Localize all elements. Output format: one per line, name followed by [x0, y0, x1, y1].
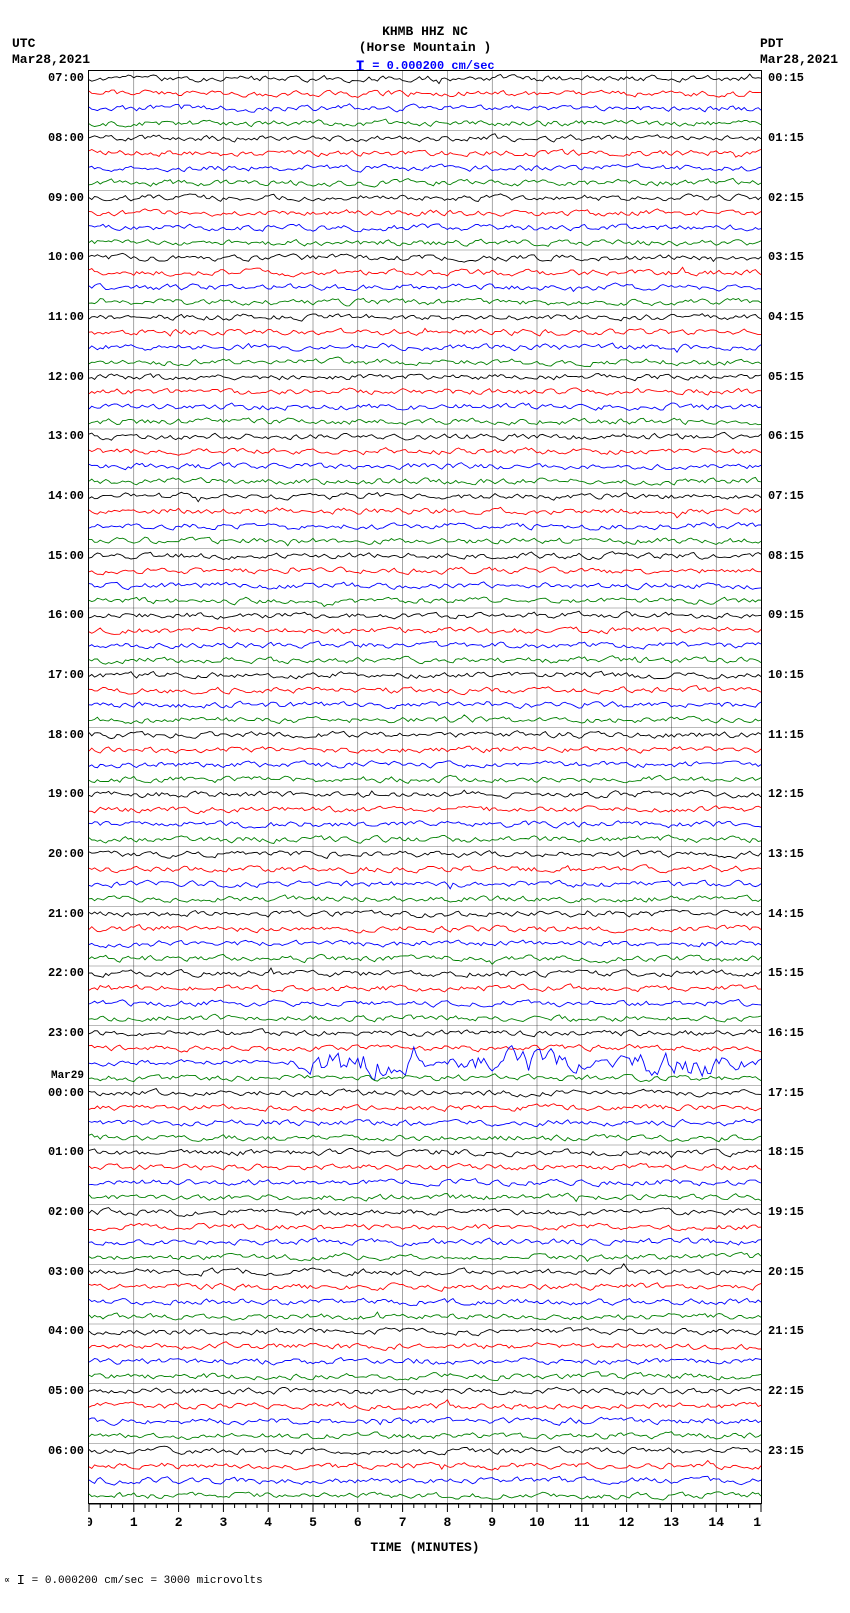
left-hour-label: 12:00: [48, 371, 84, 383]
left-hour-label: 01:00: [48, 1146, 84, 1158]
svg-text:9: 9: [488, 1515, 496, 1530]
right-hour-label: 14:15: [768, 908, 804, 920]
svg-text:0: 0: [88, 1515, 93, 1530]
left-hour-label: 04:00: [48, 1325, 84, 1337]
seismogram-plot: 0123456789101112131415: [88, 70, 762, 1542]
right-hour-label: 07:15: [768, 490, 804, 502]
right-hour-label: 20:15: [768, 1266, 804, 1278]
right-hour-label: 17:15: [768, 1087, 804, 1099]
svg-text:11: 11: [574, 1515, 590, 1530]
svg-text:3: 3: [219, 1515, 227, 1530]
svg-text:4: 4: [264, 1515, 272, 1530]
tz-left: UTC Mar28,2021: [12, 36, 90, 69]
plot-area: 07:00 08:00 09:00 10:00 11:00 12:00 13:00 14:00…: [0, 70, 850, 1542]
right-hour-label: 05:15: [768, 371, 804, 383]
right-hour-label: 10:15: [768, 669, 804, 681]
left-hour-label: 03:00: [48, 1266, 84, 1278]
right-hour-label: 22:15: [768, 1385, 804, 1397]
right-time-labels: 00:15 01:15 02:15 03:15 04:15 05:15 06:15 07:15…: [764, 70, 810, 1502]
tz-right-label: PDT: [760, 36, 838, 52]
right-hour-label: 03:15: [768, 251, 804, 263]
left-hour-label: 10:00: [48, 251, 84, 263]
right-hour-label: 12:15: [768, 788, 804, 800]
footer: ∝ I = 0.000200 cm/sec = 3000 microvolts: [0, 1555, 850, 1597]
svg-text:10: 10: [529, 1515, 545, 1530]
xaxis-label: TIME (MINUTES): [0, 1540, 850, 1555]
svg-text:13: 13: [664, 1515, 680, 1530]
right-hour-label: 09:15: [768, 609, 804, 621]
svg-text:5: 5: [309, 1515, 317, 1530]
right-hour-label: 08:15: [768, 550, 804, 562]
station-code: KHMB HHZ NC: [0, 24, 850, 40]
right-hour-label: 15:15: [768, 967, 804, 979]
tz-right: PDT Mar28,2021: [760, 36, 838, 69]
left-time-labels: 07:00 08:00 09:00 10:00 11:00 12:00 13:00 14:00…: [42, 70, 86, 1502]
right-hour-label: 19:15: [768, 1206, 804, 1218]
svg-text:2: 2: [175, 1515, 183, 1530]
svg-text:6: 6: [354, 1515, 362, 1530]
right-hour-label: 01:15: [768, 132, 804, 144]
left-hour-label: 02:00: [48, 1206, 84, 1218]
svg-text:14: 14: [708, 1515, 724, 1530]
left-hour-label: 13:00: [48, 430, 84, 442]
left-hour-label: 23:00: [48, 1027, 84, 1039]
left-hour-label: 14:00: [48, 490, 84, 502]
station-header: KHMB HHZ NC (Horse Mountain ): [0, 24, 850, 57]
right-hour-label: 18:15: [768, 1146, 804, 1158]
left-hour-label: 07:00: [48, 72, 84, 84]
tz-left-label: UTC: [12, 36, 90, 52]
left-hour-label: 15:00: [48, 550, 84, 562]
left-hour-label: 17:00: [48, 669, 84, 681]
left-hour-label: 16:00: [48, 609, 84, 621]
right-hour-label: 16:15: [768, 1027, 804, 1039]
left-hour-label: 22:00: [48, 967, 84, 979]
left-hour-label: 05:00: [48, 1385, 84, 1397]
right-hour-label: 04:15: [768, 311, 804, 323]
svg-text:7: 7: [399, 1515, 407, 1530]
left-hour-label: 08:00: [48, 132, 84, 144]
left-hour-label: 20:00: [48, 848, 84, 860]
left-hour-label: 19:00: [48, 788, 84, 800]
right-hour-label: 02:15: [768, 192, 804, 204]
left-hour-label: 18:00: [48, 729, 84, 741]
right-hour-label: 21:15: [768, 1325, 804, 1337]
svg-text:12: 12: [619, 1515, 635, 1530]
right-hour-label: 00:15: [768, 72, 804, 84]
right-hour-label: 06:15: [768, 430, 804, 442]
svg-text:1: 1: [130, 1515, 138, 1530]
left-hour-label: 11:00: [48, 311, 84, 323]
left-hour-label: 06:00: [48, 1445, 84, 1457]
tz-right-date: Mar28,2021: [760, 52, 838, 68]
station-name: (Horse Mountain ): [0, 40, 850, 56]
right-hour-label: 11:15: [768, 729, 804, 741]
tz-left-date: Mar28,2021: [12, 52, 90, 68]
left-hour-label: 21:00: [48, 908, 84, 920]
left-hour-label: 09:00: [48, 192, 84, 204]
right-hour-label: 13:15: [768, 848, 804, 860]
left-hour-label: 00:00: [48, 1087, 84, 1099]
right-hour-label: 23:15: [768, 1445, 804, 1457]
header: UTC Mar28,2021 KHMB HHZ NC (Horse Mounta…: [0, 0, 850, 70]
date-marker: Mar29: [51, 1071, 84, 1082]
svg-text:8: 8: [443, 1515, 451, 1530]
svg-text:15: 15: [753, 1515, 762, 1530]
